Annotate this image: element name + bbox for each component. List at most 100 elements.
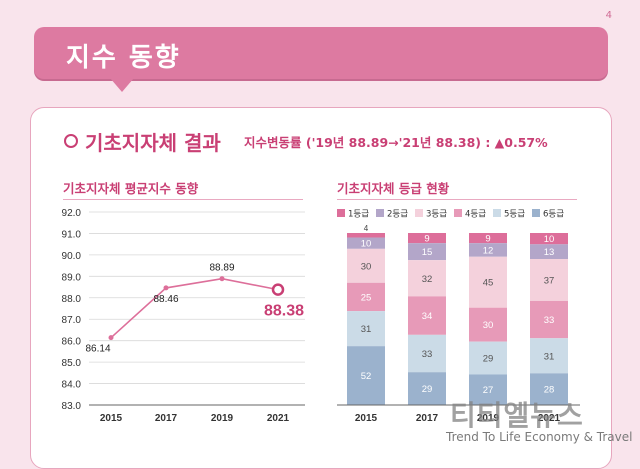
- line-chart-xtick: 2021: [267, 413, 290, 424]
- stacked-bar-segment: [347, 233, 385, 238]
- stacked-bar-label: 29: [483, 354, 494, 365]
- stacked-bar-segment: [530, 244, 568, 260]
- stacked-bar-segment: [469, 256, 507, 308]
- stacked-bar-segment: [408, 296, 446, 335]
- line-chart-ytick: 86.0: [62, 337, 82, 348]
- line-chart-data-label: 88.89: [209, 263, 234, 274]
- stacked-bar-label: 31: [361, 324, 372, 335]
- line-chart-ytick: 89.0: [62, 272, 82, 283]
- bar-chart-xtick: 2019: [477, 413, 500, 424]
- section-title: 기초지자체 결과: [85, 131, 221, 155]
- stacked-bar-segment: [347, 311, 385, 347]
- line-chart-data-label: 88.38: [264, 303, 304, 320]
- stacked-bar-segment: [408, 334, 446, 373]
- watermark-tagline: Trend To Life Economy & Travel: [446, 430, 633, 444]
- line-chart-ytick: 85.0: [62, 358, 82, 369]
- line-chart-data-label: 86.14: [85, 344, 110, 355]
- watermark-brand: 티티엘뉴스: [450, 399, 584, 432]
- line-chart-ytick: 91.0: [62, 229, 82, 240]
- line-chart-ytick: 83.0: [62, 401, 82, 412]
- section-bullet-icon: [64, 134, 78, 148]
- header-banner: 지수 동향: [34, 27, 608, 79]
- stacked-bar-segment: [469, 243, 507, 257]
- line-chart-title-underline: [63, 199, 303, 200]
- bar-chart-xtick: 2021: [538, 413, 561, 424]
- stacked-bar-label: 9: [485, 234, 490, 245]
- stacked-bar-segment: [469, 307, 507, 342]
- bar-legend-label: 1등급: [348, 210, 369, 220]
- page-number: 4: [605, 10, 612, 21]
- stacked-bar-label: 25: [361, 292, 372, 303]
- content-panel: [30, 107, 612, 469]
- line-chart-ytick: 87.0: [62, 315, 82, 326]
- stacked-bar-segment: [408, 233, 446, 244]
- line-chart-ytick: 92.0: [62, 208, 82, 219]
- stacked-bar-label: 13: [544, 247, 555, 258]
- line-chart-ytick: 84.0: [62, 380, 82, 391]
- stacked-bar-label: 30: [483, 320, 494, 331]
- stacked-bar-label: 31: [544, 351, 555, 362]
- stacked-bar-label: 45: [483, 278, 494, 289]
- bar-chart-xtick: 2015: [355, 413, 378, 424]
- stacked-bar-segment: [408, 260, 446, 297]
- stacked-bar-segment: [530, 233, 568, 245]
- line-chart-xtick: 2019: [211, 413, 234, 424]
- bar-legend-swatch: [376, 209, 384, 217]
- stacked-bar-segment: [347, 248, 385, 283]
- line-chart-point: [163, 285, 169, 291]
- stacked-bar-segment: [530, 373, 568, 405]
- stacked-bar-segment: [347, 237, 385, 249]
- banner-pointer: [110, 78, 134, 92]
- bar-legend-label: 6등급: [543, 210, 564, 220]
- line-chart-series-line: [110, 277, 279, 339]
- banner-title: 지수 동향: [66, 43, 181, 73]
- bar-chart-xtick: 2017: [416, 413, 439, 424]
- stacked-bar-segment: [530, 259, 568, 301]
- stacked-bar-segment: [530, 300, 568, 339]
- stacked-bar-segment: [347, 282, 385, 312]
- bar-legend-label: 2등급: [387, 210, 408, 220]
- bar-legend-swatch: [415, 209, 423, 217]
- stacked-bar-segment: [347, 346, 385, 405]
- stacked-bar-segment: [469, 374, 507, 405]
- stacked-bar-label: 30: [361, 261, 372, 272]
- bar-chart-title: 기초지자체 등급 현황: [337, 181, 450, 196]
- line-chart-point-highlight: [271, 283, 285, 296]
- stacked-bar-label: 33: [544, 315, 555, 326]
- stacked-bar-label: 10: [544, 234, 555, 245]
- stacked-bar-segment: [469, 233, 507, 244]
- line-chart-point: [219, 276, 225, 282]
- charts-canvas: 92.0 91.0 90.0 89.0 88.0 87.0 86.0 85.0 84.0 83.0…: [62, 208, 580, 424]
- bar-legend-label: 4등급: [465, 210, 486, 220]
- bar-legend-label: 5등급: [504, 210, 525, 220]
- stacked-bar-segment: [408, 243, 446, 261]
- bar-legend-swatch: [454, 209, 462, 217]
- bar-chart-title-underline: [337, 199, 577, 200]
- line-chart-data-label: 88.46: [153, 294, 178, 305]
- stacked-bar-label: 29: [422, 384, 433, 395]
- stacked-bar-label: 52: [361, 371, 372, 382]
- bar-legend-swatch: [532, 209, 540, 217]
- line-chart-ytick: 90.0: [62, 251, 82, 262]
- bar-legend-label: 3등급: [426, 210, 447, 220]
- stacked-bar-label: 37: [544, 275, 555, 286]
- line-chart-title: 기초지자체 평균지수 동향: [63, 181, 199, 196]
- stacked-bar-label: 34: [422, 311, 433, 322]
- stacked-bar-label: 12: [483, 245, 494, 256]
- stacked-bar-label: 15: [422, 247, 433, 258]
- stacked-bar-segment: [469, 341, 507, 375]
- line-chart-xtick: 2017: [155, 413, 178, 424]
- bar-legend-swatch: [493, 209, 501, 217]
- stacked-bar-label: 9: [424, 234, 429, 245]
- line-chart-xtick: 2015: [100, 413, 123, 424]
- stacked-bar-segment: [408, 372, 446, 405]
- stacked-bar-label: 28: [544, 385, 555, 396]
- stacked-bar-label: 4: [364, 224, 369, 233]
- stacked-bar-label: 32: [422, 274, 433, 285]
- line-chart-point: [108, 335, 114, 341]
- line-chart-ytick: 88.0: [62, 294, 82, 305]
- stacked-bar-label: 33: [422, 349, 433, 360]
- bar-legend-swatch: [337, 209, 345, 217]
- stacked-bar-label: 10: [361, 239, 372, 250]
- stacked-bar-label: 27: [483, 385, 494, 396]
